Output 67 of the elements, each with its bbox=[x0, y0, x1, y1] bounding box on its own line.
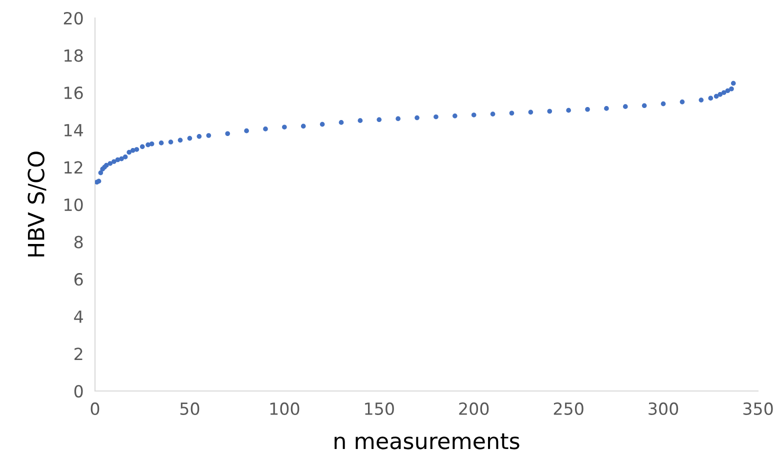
x-tick-label: 200 bbox=[459, 402, 489, 416]
point bbox=[178, 138, 183, 143]
point bbox=[471, 112, 476, 118]
point bbox=[642, 103, 647, 108]
x-tick-label: 0 bbox=[90, 402, 100, 416]
point bbox=[721, 90, 726, 96]
point bbox=[119, 156, 124, 162]
y-tick-label: 6 bbox=[74, 273, 83, 286]
point bbox=[300, 124, 306, 129]
point bbox=[244, 128, 249, 134]
point bbox=[434, 114, 438, 120]
point bbox=[206, 133, 212, 138]
y-tick-label: 16 bbox=[64, 86, 83, 100]
point bbox=[108, 161, 113, 166]
point bbox=[140, 144, 145, 150]
y-axis-title: HBV S/CO bbox=[28, 152, 46, 256]
y-tick-label: 14 bbox=[64, 124, 83, 136]
point bbox=[158, 140, 164, 146]
point bbox=[376, 117, 382, 122]
point bbox=[320, 122, 325, 127]
y-tick-label: 12 bbox=[64, 161, 82, 174]
point bbox=[452, 114, 458, 118]
y-tick-label: 18 bbox=[64, 49, 83, 62]
y-tick-label: 20 bbox=[64, 12, 83, 25]
point bbox=[358, 118, 363, 123]
point bbox=[282, 124, 287, 130]
y-tick-label: 10 bbox=[64, 198, 83, 212]
point bbox=[680, 100, 685, 104]
point bbox=[490, 112, 496, 116]
point bbox=[660, 101, 666, 106]
point bbox=[338, 120, 344, 125]
point bbox=[604, 106, 609, 111]
point bbox=[134, 147, 140, 152]
x-tick-label: 150 bbox=[365, 402, 394, 416]
point bbox=[566, 108, 571, 113]
y-tick-label: 8 bbox=[74, 236, 83, 248]
x-tick-label: 350 bbox=[743, 402, 773, 416]
point bbox=[528, 110, 534, 115]
point bbox=[729, 86, 734, 92]
point bbox=[698, 98, 704, 102]
point bbox=[414, 115, 420, 120]
x-tick-label: 300 bbox=[648, 402, 678, 416]
point bbox=[168, 140, 174, 144]
point bbox=[730, 80, 736, 86]
x-axis-title: n measurements bbox=[334, 433, 520, 450]
point bbox=[187, 136, 192, 141]
point bbox=[585, 106, 590, 112]
y-tick-label: 0 bbox=[74, 384, 83, 398]
point bbox=[196, 134, 202, 139]
x-tick-label: 50 bbox=[180, 402, 200, 416]
point bbox=[263, 126, 268, 132]
point bbox=[547, 108, 552, 114]
point bbox=[126, 150, 132, 155]
point bbox=[622, 104, 628, 109]
point bbox=[714, 94, 719, 99]
point bbox=[149, 141, 154, 146]
point bbox=[718, 92, 723, 97]
y-tick-label: 4 bbox=[74, 310, 83, 323]
x-tick-label: 250 bbox=[554, 402, 584, 416]
point bbox=[112, 159, 116, 164]
point bbox=[509, 110, 514, 116]
point bbox=[122, 154, 128, 160]
point bbox=[396, 116, 400, 122]
point bbox=[225, 131, 230, 136]
y-tick-label: 2 bbox=[74, 348, 82, 360]
point bbox=[708, 96, 714, 101]
x-tick-label: 100 bbox=[270, 402, 300, 416]
